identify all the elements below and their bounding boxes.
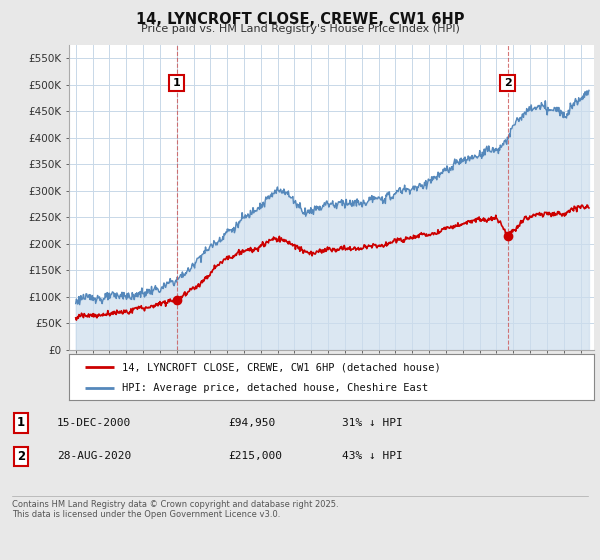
Text: HPI: Average price, detached house, Cheshire East: HPI: Average price, detached house, Ches…	[121, 382, 428, 393]
Text: 14, LYNCROFT CLOSE, CREWE, CW1 6HP: 14, LYNCROFT CLOSE, CREWE, CW1 6HP	[136, 12, 464, 27]
Text: 2: 2	[17, 450, 25, 463]
Text: 1: 1	[17, 416, 25, 430]
Text: 1: 1	[173, 78, 181, 88]
Text: Contains HM Land Registry data © Crown copyright and database right 2025.
This d: Contains HM Land Registry data © Crown c…	[12, 500, 338, 519]
Text: 31% ↓ HPI: 31% ↓ HPI	[342, 418, 403, 428]
Text: Price paid vs. HM Land Registry's House Price Index (HPI): Price paid vs. HM Land Registry's House …	[140, 24, 460, 34]
Text: 43% ↓ HPI: 43% ↓ HPI	[342, 451, 403, 461]
Text: 14, LYNCROFT CLOSE, CREWE, CW1 6HP (detached house): 14, LYNCROFT CLOSE, CREWE, CW1 6HP (deta…	[121, 362, 440, 372]
Text: 28-AUG-2020: 28-AUG-2020	[57, 451, 131, 461]
Text: 2: 2	[504, 78, 512, 88]
Text: £215,000: £215,000	[228, 451, 282, 461]
Text: 15-DEC-2000: 15-DEC-2000	[57, 418, 131, 428]
Text: £94,950: £94,950	[228, 418, 275, 428]
